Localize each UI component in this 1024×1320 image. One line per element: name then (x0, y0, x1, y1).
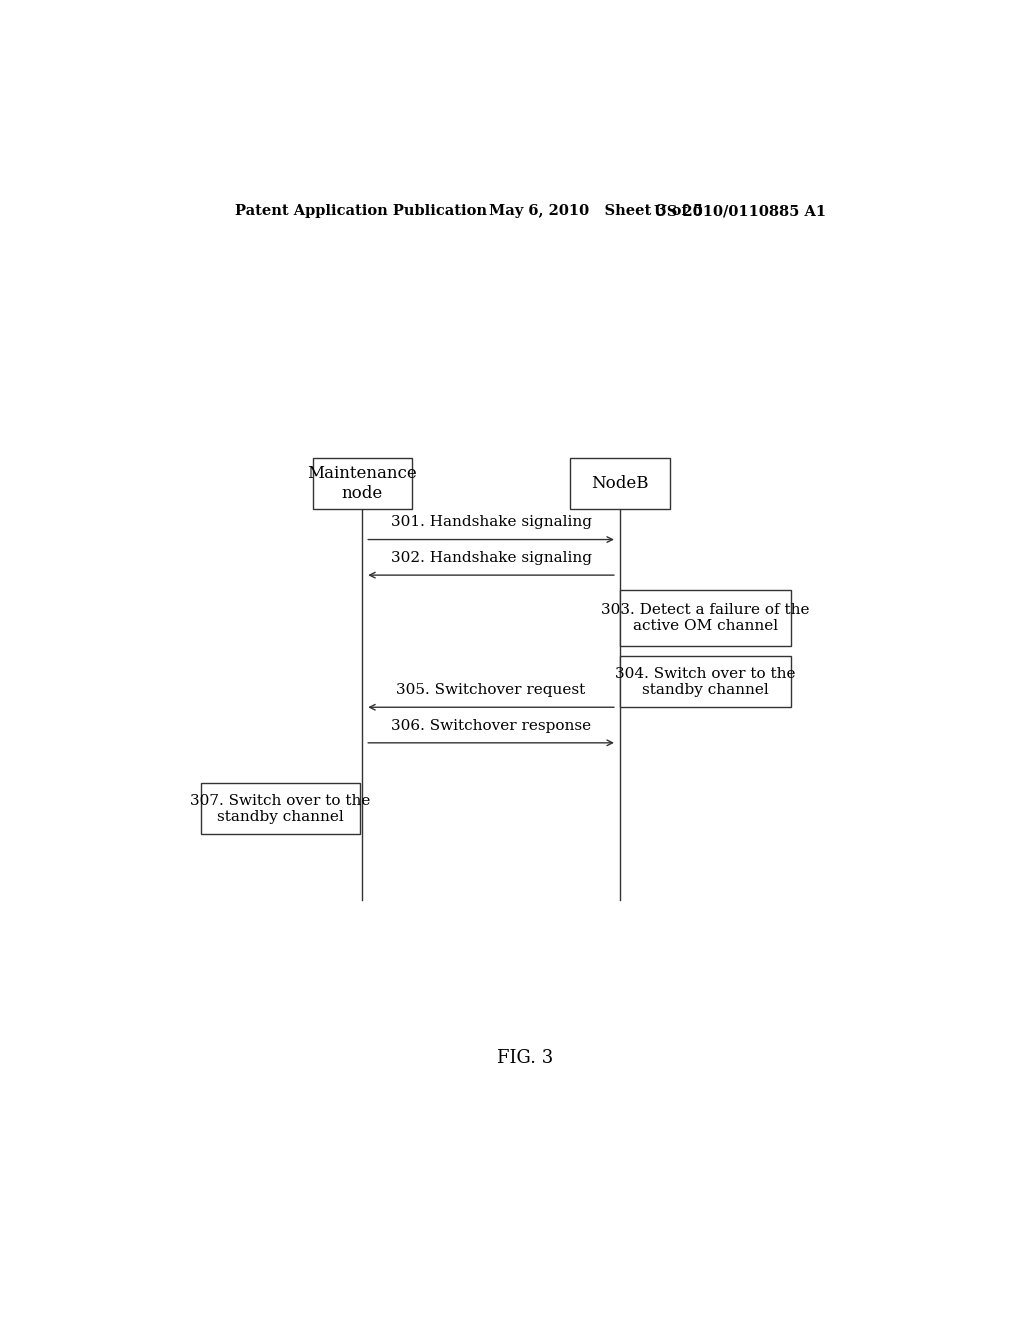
Text: 304. Switch over to the
standby channel: 304. Switch over to the standby channel (615, 667, 796, 697)
Bar (570, 458, 670, 510)
Text: 301. Handshake signaling: 301. Handshake signaling (390, 515, 592, 529)
Text: 303. Detect a failure of the
active OM channel: 303. Detect a failure of the active OM c… (601, 603, 810, 632)
Bar (620, 590, 791, 645)
Bar (201, 784, 359, 834)
Text: US 2010/0110885 A1: US 2010/0110885 A1 (654, 205, 826, 218)
Text: 307. Switch over to the
standby channel: 307. Switch over to the standby channel (190, 793, 371, 824)
Text: 306. Switchover response: 306. Switchover response (391, 718, 591, 733)
Text: NodeB: NodeB (591, 475, 649, 492)
Bar (620, 656, 791, 708)
Text: Patent Application Publication: Patent Application Publication (236, 205, 487, 218)
Text: 302. Handshake signaling: 302. Handshake signaling (390, 550, 592, 565)
Text: FIG. 3: FIG. 3 (497, 1049, 553, 1067)
Text: Maintenance
node: Maintenance node (307, 466, 417, 502)
Bar (312, 458, 412, 510)
Text: May 6, 2010   Sheet 3 of 5: May 6, 2010 Sheet 3 of 5 (489, 205, 703, 218)
Text: 305. Switchover request: 305. Switchover request (396, 682, 586, 697)
